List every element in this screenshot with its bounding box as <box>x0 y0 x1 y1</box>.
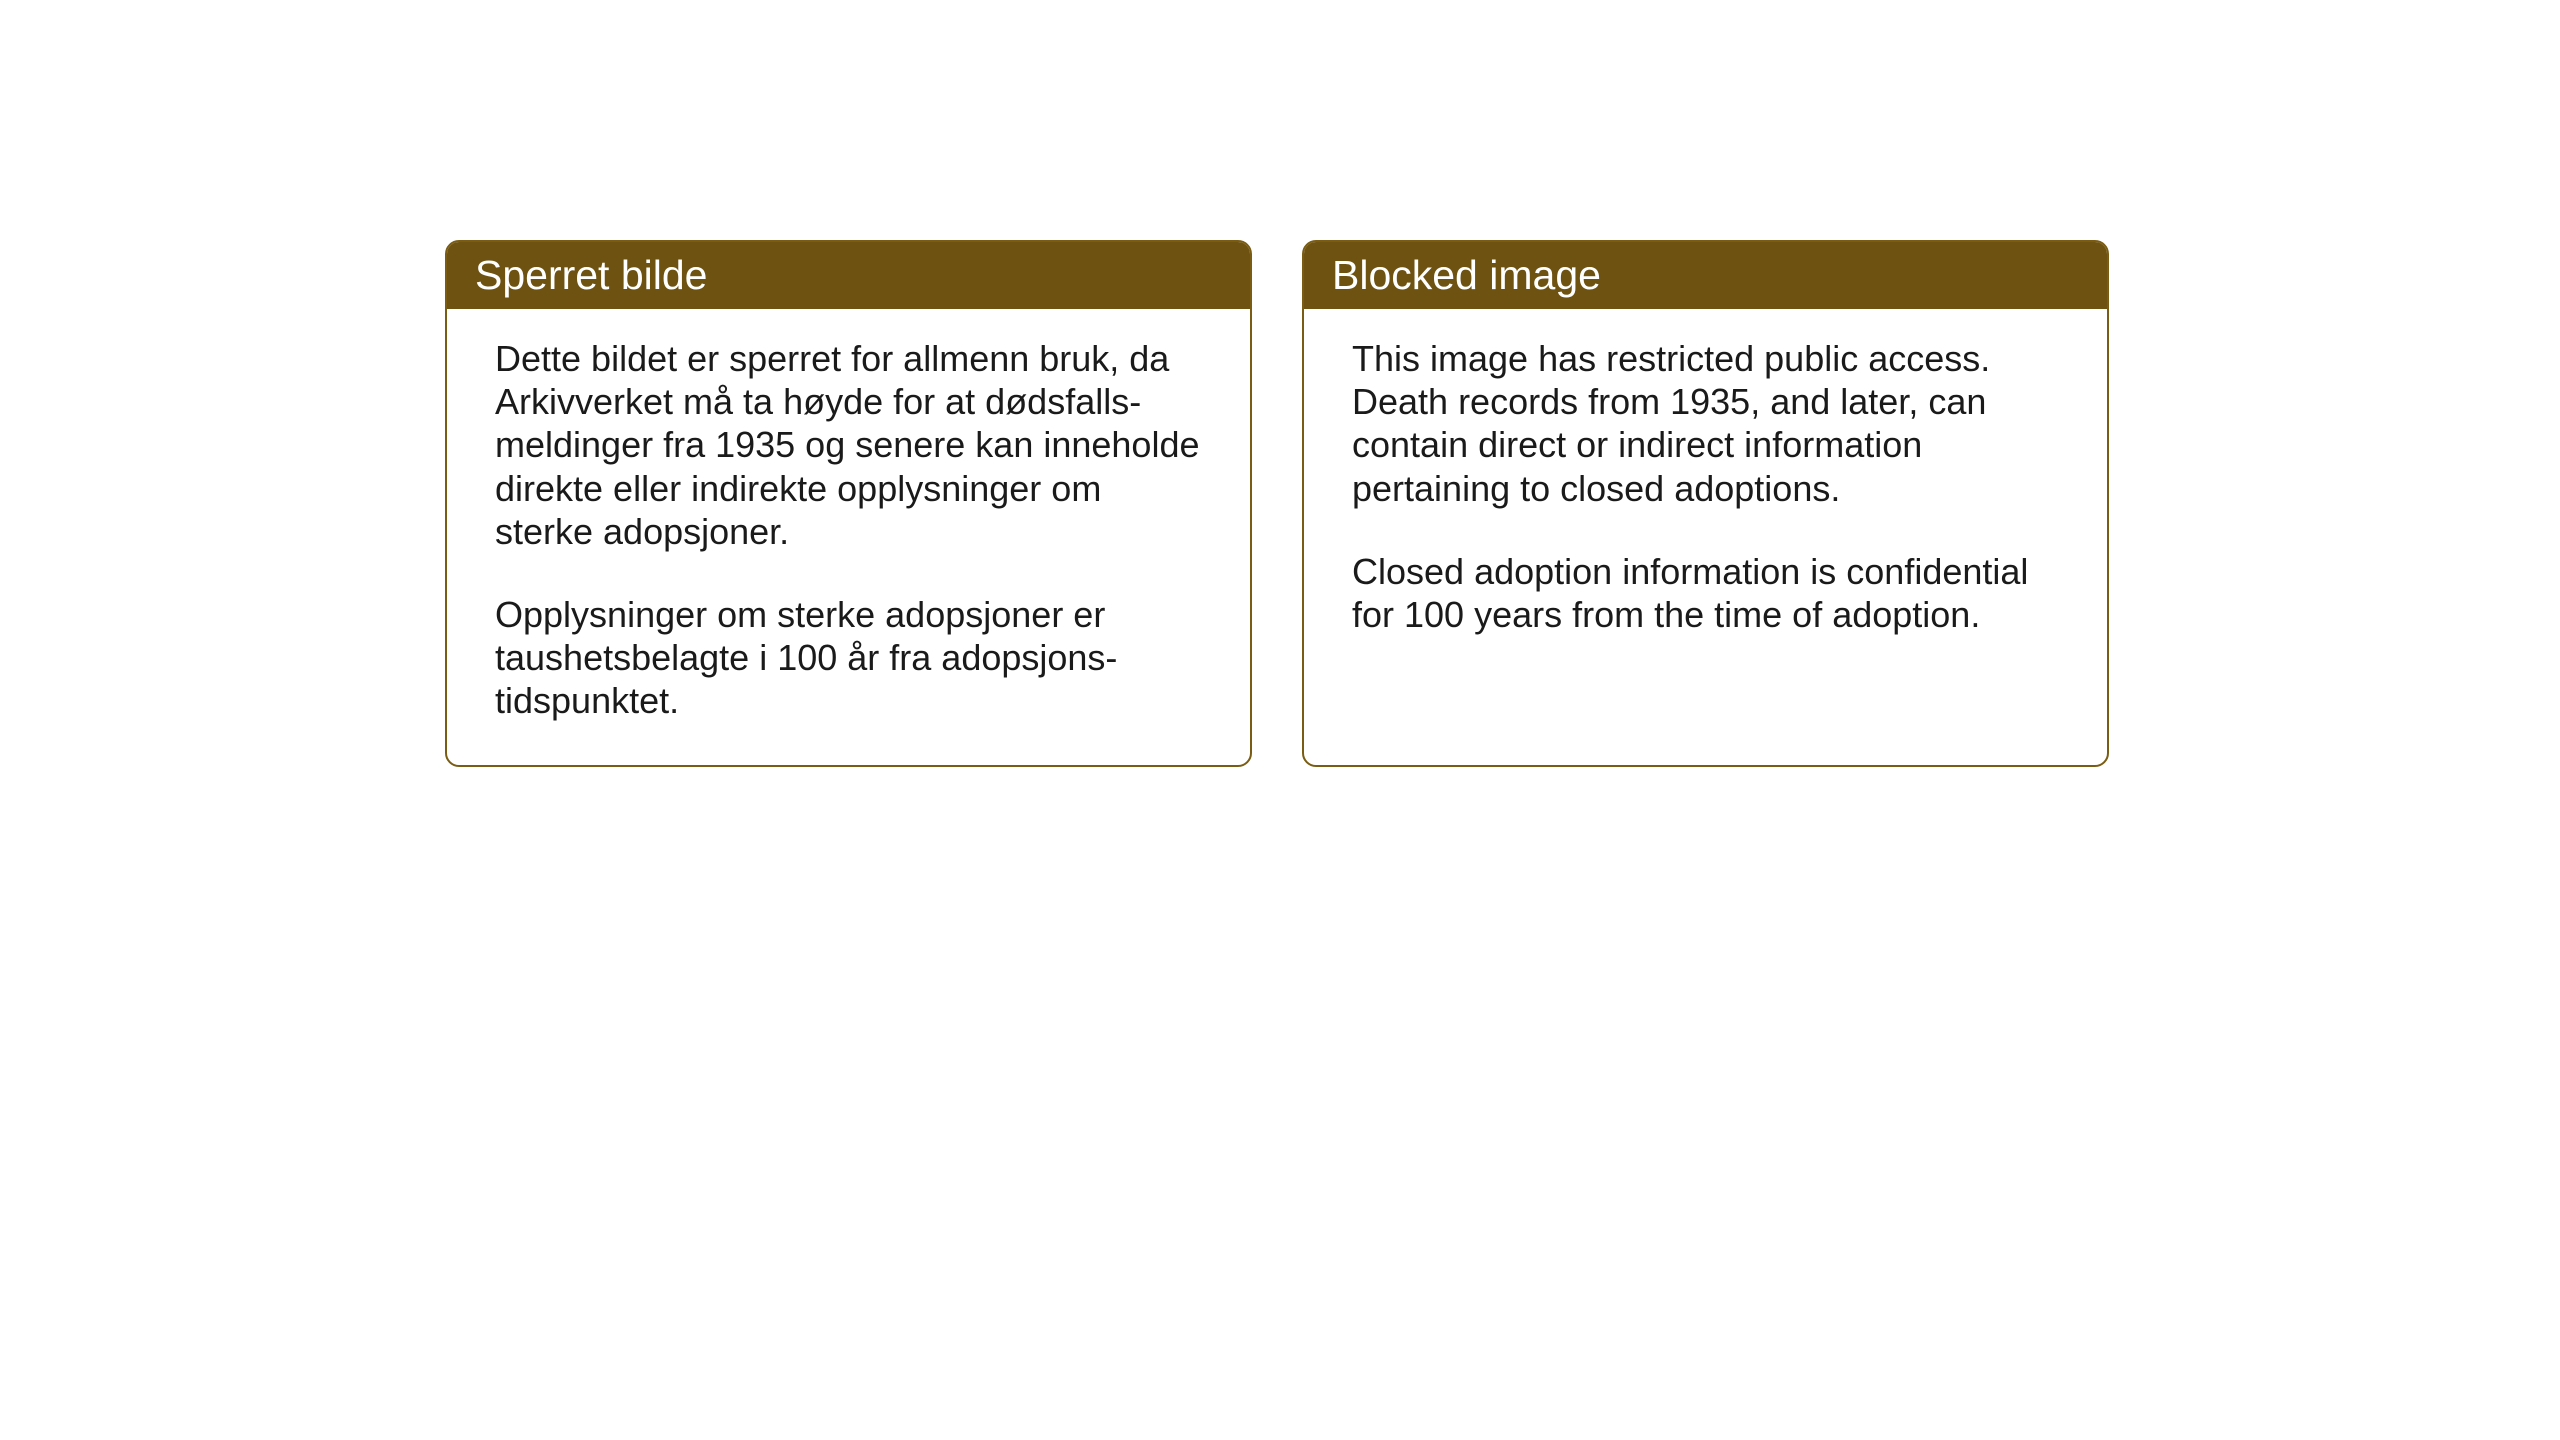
card-title-english: Blocked image <box>1332 252 1601 298</box>
card-body-norwegian: Dette bildet er sperret for allmenn bruk… <box>447 309 1250 765</box>
card-paragraph-1-norwegian: Dette bildet er sperret for allmenn bruk… <box>495 337 1202 553</box>
notice-cards-container: Sperret bilde Dette bildet er sperret fo… <box>445 240 2109 767</box>
blocked-image-card-norwegian: Sperret bilde Dette bildet er sperret fo… <box>445 240 1252 767</box>
card-title-norwegian: Sperret bilde <box>475 252 707 298</box>
card-header-english: Blocked image <box>1304 242 2107 309</box>
card-paragraph-2-english: Closed adoption information is confident… <box>1352 550 2059 636</box>
card-paragraph-2-norwegian: Opplysninger om sterke adopsjoner er tau… <box>495 593 1202 723</box>
blocked-image-card-english: Blocked image This image has restricted … <box>1302 240 2109 767</box>
card-header-norwegian: Sperret bilde <box>447 242 1250 309</box>
card-paragraph-1-english: This image has restricted public access.… <box>1352 337 2059 510</box>
card-body-english: This image has restricted public access.… <box>1304 309 2107 678</box>
